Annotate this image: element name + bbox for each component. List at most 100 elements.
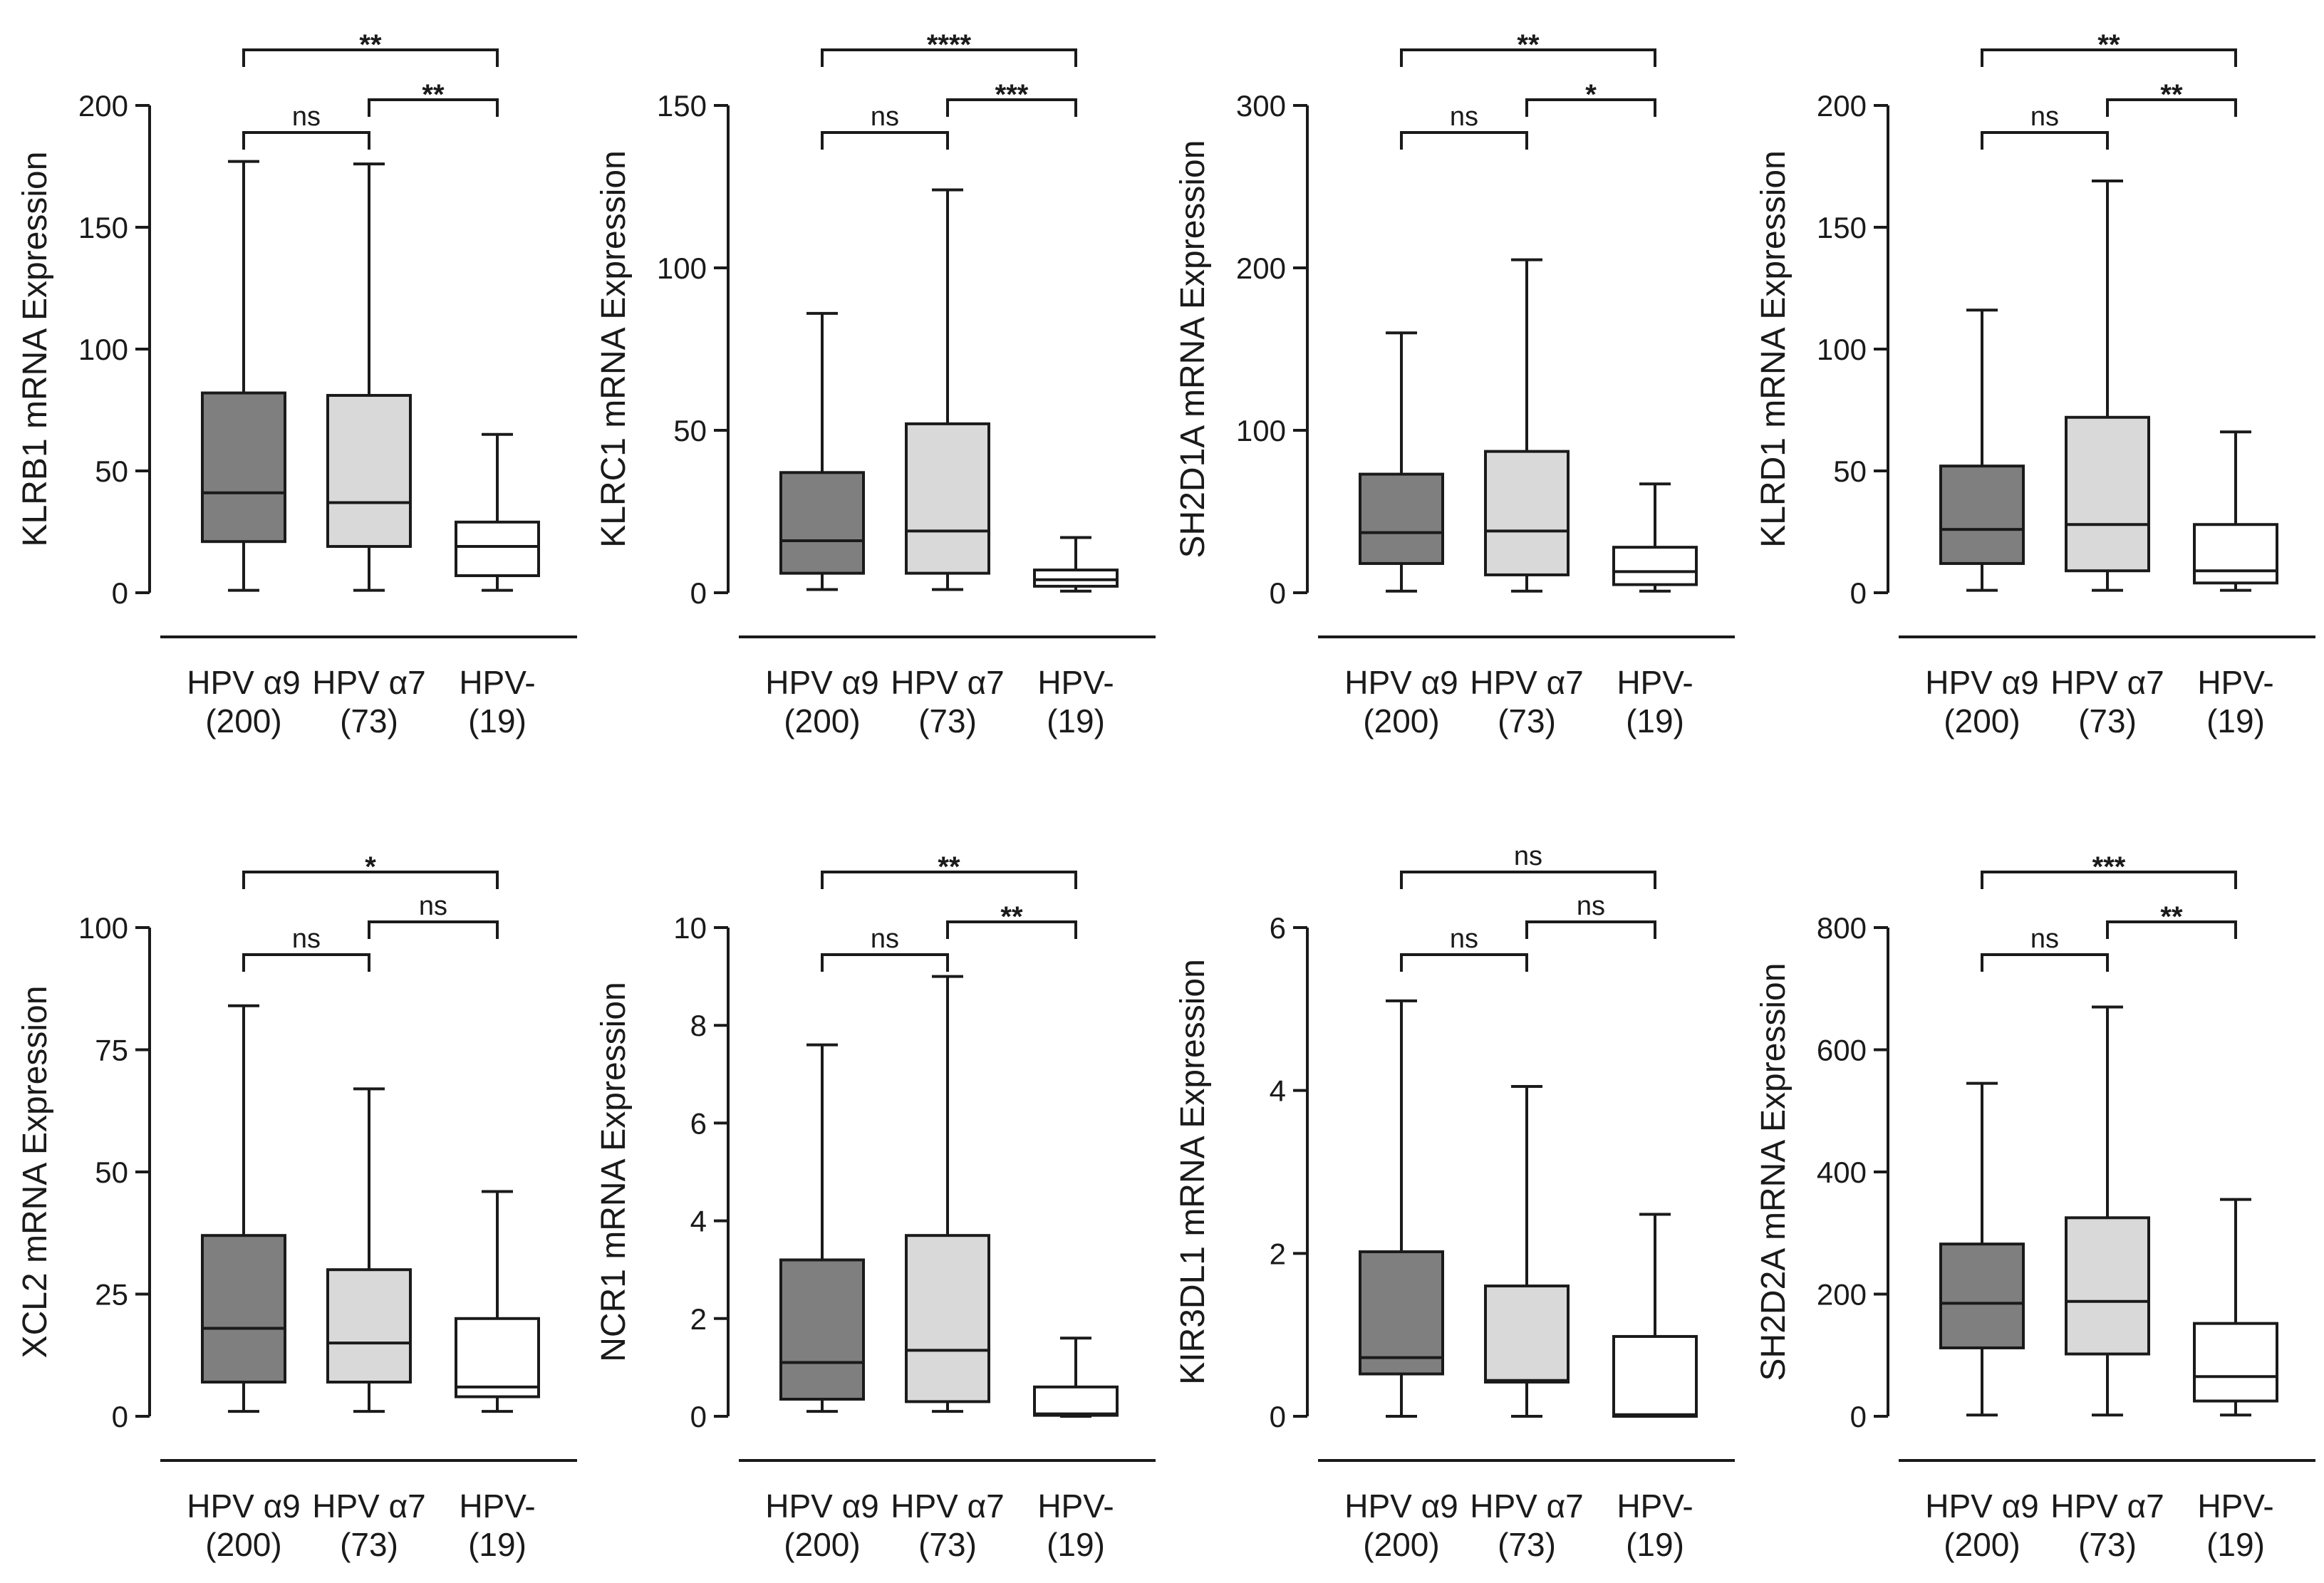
significance-label: * bbox=[365, 851, 376, 883]
x-category-label: HPV- bbox=[459, 664, 535, 701]
significance-label: ns bbox=[2030, 102, 2059, 132]
x-category-count: (19) bbox=[1047, 702, 1105, 739]
significance-label: ns bbox=[292, 924, 321, 954]
bracket-line bbox=[1525, 920, 1656, 939]
significance-bracket: ns bbox=[821, 924, 949, 972]
significance-bracket: ** bbox=[821, 851, 1077, 889]
x-category-count: (200) bbox=[1363, 702, 1439, 739]
iqr-box bbox=[2065, 415, 2150, 573]
box-1 bbox=[1359, 999, 1444, 1418]
y-tick-label: 75 bbox=[95, 1034, 128, 1067]
iqr-box bbox=[779, 1258, 865, 1401]
x-category-label: HPV α7 bbox=[1470, 664, 1584, 701]
y-tick-label: 0 bbox=[112, 1400, 128, 1433]
bracket-line bbox=[946, 98, 1077, 117]
bracket-line bbox=[1400, 871, 1656, 889]
x-category-label: HPV α9 bbox=[187, 664, 301, 701]
x-category-count: (73) bbox=[918, 702, 977, 739]
significance-bracket: **** bbox=[821, 29, 1077, 67]
bracket-line bbox=[1981, 871, 2237, 889]
significance-label: ns bbox=[871, 102, 899, 132]
panel-6: 0 2 4 6 8 10 NCR1 mRNA Expression HPV α9(200) HP… bbox=[595, 851, 1156, 1563]
y-tick-label: 8 bbox=[690, 1009, 707, 1042]
y-tick-label: 50 bbox=[95, 1156, 128, 1189]
bracket-line bbox=[368, 98, 499, 117]
bracket-line bbox=[821, 48, 1077, 67]
y-tick-label: 100 bbox=[78, 333, 128, 366]
bracket-line bbox=[242, 871, 499, 889]
x-category-label: HPV α7 bbox=[312, 664, 426, 701]
x-category-label: HPV α7 bbox=[2050, 1488, 2164, 1525]
iqr-box bbox=[326, 393, 412, 549]
significance-label: ** bbox=[2097, 29, 2120, 61]
significance-label: ** bbox=[938, 851, 960, 883]
iqr-box bbox=[201, 1234, 286, 1384]
box-2 bbox=[1484, 1084, 1570, 1418]
significance-label: ** bbox=[359, 29, 382, 61]
box-3 bbox=[1612, 1213, 1698, 1418]
y-tick-label: 50 bbox=[95, 455, 128, 488]
x-category-label: HPV- bbox=[459, 1488, 535, 1525]
x-category-count: (73) bbox=[1498, 1526, 1556, 1563]
iqr-box bbox=[201, 391, 286, 544]
y-tick-label: 800 bbox=[1817, 911, 1867, 945]
significance-label: ns bbox=[419, 891, 447, 921]
panel-2: 0 50 100 150 KLRC1 mRNA Expression HPV α9(200… bbox=[595, 29, 1156, 739]
box-1 bbox=[1359, 331, 1444, 593]
significance-bracket: ** bbox=[2106, 901, 2237, 939]
y-tick-label: 100 bbox=[657, 251, 707, 285]
x-category-count: (73) bbox=[340, 702, 398, 739]
iqr-box bbox=[2065, 1216, 2150, 1356]
y-tick-label: 150 bbox=[657, 89, 707, 123]
x-category-label: HPV- bbox=[2197, 1488, 2273, 1525]
significance-label: *** bbox=[995, 79, 1029, 110]
y-tick-label: 6 bbox=[690, 1106, 707, 1140]
y-axis-title: KIR3DL1 mRNA Expression bbox=[1174, 959, 1212, 1385]
y-tick-label: 600 bbox=[1817, 1034, 1867, 1067]
iqr-box bbox=[1484, 1284, 1570, 1384]
bracket-line bbox=[821, 871, 1077, 889]
y-axis-title: KLRC1 mRNA Expression bbox=[595, 150, 633, 548]
x-category-count: (73) bbox=[1498, 702, 1556, 739]
box-2 bbox=[2065, 180, 2150, 592]
significance-label: ns bbox=[1450, 924, 1478, 954]
significance-bracket: ** bbox=[242, 29, 499, 67]
y-tick-label: 100 bbox=[1236, 414, 1286, 447]
box-2 bbox=[905, 188, 990, 591]
y-tick-label: 400 bbox=[1817, 1156, 1867, 1189]
bracket-line bbox=[1981, 953, 2109, 972]
iqr-box bbox=[2193, 1322, 2278, 1403]
significance-bracket: ns bbox=[242, 102, 370, 150]
significance-label: ** bbox=[1517, 29, 1540, 61]
panel-8: 0 200 400 600 800 SH2D2A mRNA Expression HPV α… bbox=[1755, 851, 2315, 1563]
significance-bracket: ** bbox=[1400, 29, 1656, 67]
x-category-label: HPV α7 bbox=[2050, 664, 2164, 701]
iqr-box bbox=[1939, 464, 2025, 565]
significance-bracket: ** bbox=[368, 79, 499, 117]
y-tick-label: 0 bbox=[1850, 576, 1867, 610]
x-category-count: (200) bbox=[1944, 1526, 2020, 1563]
significance-label: ns bbox=[292, 102, 321, 132]
significance-bracket: ** bbox=[946, 901, 1077, 939]
x-category-label: HPV- bbox=[1617, 664, 1693, 701]
significance-label: ns bbox=[1450, 102, 1478, 132]
y-tick-label: 200 bbox=[78, 89, 128, 123]
x-category-label: HPV α9 bbox=[1344, 1488, 1458, 1525]
significance-bracket: *** bbox=[1981, 851, 2237, 889]
box-3 bbox=[455, 432, 540, 592]
bracket-line bbox=[2106, 920, 2237, 939]
x-category-count: (19) bbox=[468, 1526, 526, 1563]
x-category-count: (73) bbox=[340, 1526, 398, 1563]
bracket-line bbox=[1981, 48, 2237, 67]
iqr-box bbox=[1033, 1385, 1119, 1417]
y-tick-label: 0 bbox=[1270, 576, 1286, 610]
y-tick-label: 0 bbox=[1270, 1400, 1286, 1433]
significance-bracket: ns bbox=[1400, 102, 1528, 150]
significance-bracket: ns bbox=[1981, 102, 2109, 150]
box-3 bbox=[1033, 1337, 1119, 1418]
y-tick-label: 50 bbox=[673, 414, 707, 447]
y-tick-label: 0 bbox=[112, 576, 128, 610]
x-category-count: (19) bbox=[468, 702, 526, 739]
y-tick-label: 4 bbox=[1270, 1074, 1286, 1108]
significance-bracket: * bbox=[1525, 79, 1656, 117]
